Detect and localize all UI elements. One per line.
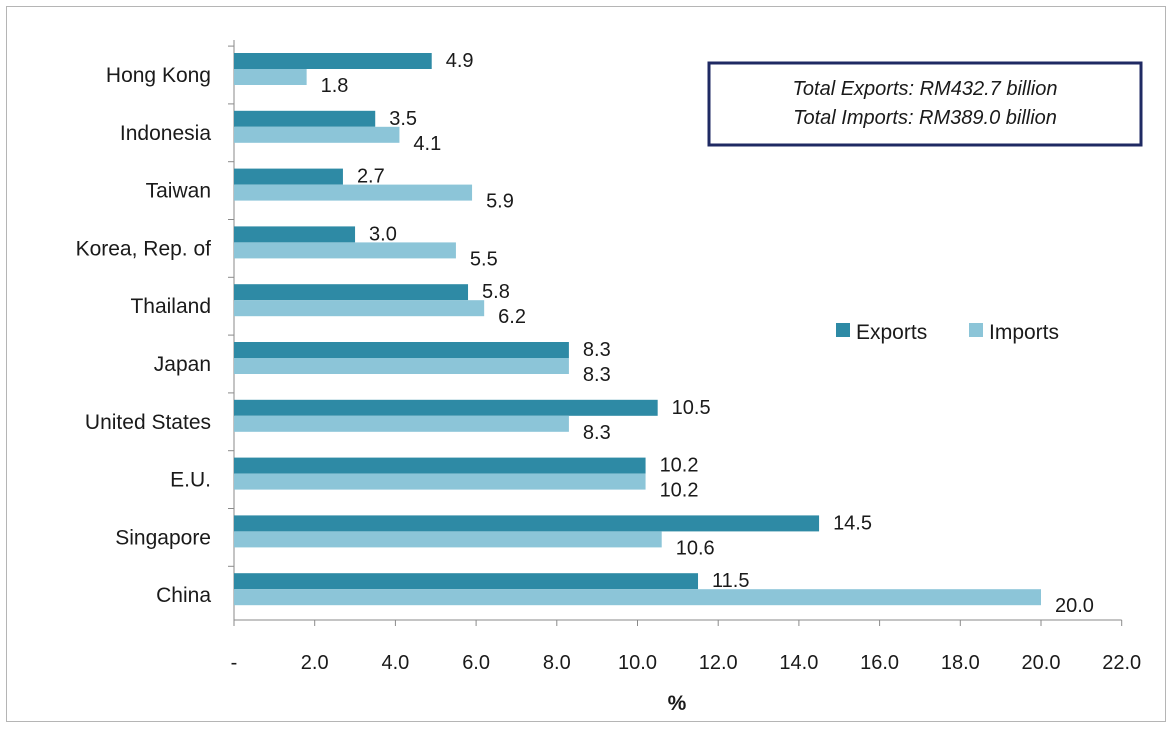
x-tick-label: 18.0 bbox=[941, 652, 980, 674]
data-label-imports: 8.3 bbox=[583, 422, 611, 444]
data-label-exports: 3.5 bbox=[389, 108, 417, 130]
category-label: Japan bbox=[154, 353, 211, 376]
bar-imports bbox=[234, 415, 569, 432]
x-tick-label: 8.0 bbox=[543, 652, 571, 674]
data-label-exports: 14.5 bbox=[833, 512, 872, 534]
data-label-exports: 8.3 bbox=[583, 339, 611, 361]
data-label-exports: 10.2 bbox=[660, 455, 699, 477]
x-tick-label: - bbox=[231, 652, 238, 674]
bar-exports bbox=[234, 515, 820, 532]
data-label-imports: 10.2 bbox=[660, 480, 699, 502]
x-tick-label: 20.0 bbox=[1022, 652, 1061, 674]
x-tick-label: 14.0 bbox=[779, 652, 818, 674]
bar-exports bbox=[234, 53, 432, 69]
data-label-exports: 2.7 bbox=[357, 166, 385, 188]
x-tick-label: 22.0 bbox=[1102, 652, 1141, 674]
category-label: Indonesia bbox=[120, 122, 211, 145]
data-label-imports: 10.6 bbox=[676, 537, 715, 559]
bar-exports bbox=[234, 226, 356, 243]
legend-label-imports: Imports bbox=[989, 321, 1059, 344]
category-label: China bbox=[156, 584, 211, 607]
category-label: Korea, Rep. of bbox=[76, 237, 212, 260]
legend-swatch-imports bbox=[969, 323, 983, 337]
category-label: Taiwan bbox=[146, 180, 211, 203]
data-label-imports: 5.9 bbox=[486, 191, 514, 213]
bar-exports bbox=[234, 342, 569, 358]
data-label-exports: 4.9 bbox=[446, 50, 474, 72]
data-label-imports: 4.1 bbox=[413, 133, 441, 155]
x-axis-title: % bbox=[668, 692, 687, 715]
bar-exports bbox=[234, 284, 469, 301]
data-label-imports: 5.5 bbox=[470, 248, 498, 270]
labels: Hong Kong Indonesia Taiwan Korea, Rep. of Th… bbox=[76, 50, 1094, 617]
data-label-imports: 6.2 bbox=[498, 306, 526, 328]
bar-imports bbox=[234, 589, 1041, 606]
bar-imports bbox=[234, 531, 662, 548]
x-tick-label: 6.0 bbox=[462, 652, 490, 674]
bar-exports bbox=[234, 399, 658, 416]
annotation-box: Total Exports: RM432.7 billion Total Imp… bbox=[707, 61, 1143, 147]
bar-imports bbox=[234, 358, 569, 374]
category-label: E.U. bbox=[170, 469, 211, 492]
bar-imports bbox=[234, 126, 400, 143]
bar-exports bbox=[234, 110, 376, 127]
category-label: Singapore bbox=[115, 526, 211, 549]
annotation-total-exports: Total Exports: RM432.7 billion bbox=[793, 78, 1058, 100]
bar-imports bbox=[234, 184, 473, 201]
bar-imports bbox=[234, 242, 456, 259]
data-label-exports: 11.5 bbox=[712, 570, 749, 592]
bar-imports bbox=[234, 473, 646, 490]
legend-label-exports: Exports bbox=[856, 321, 927, 344]
annotation-total-imports: Total Imports: RM389.0 billion bbox=[793, 107, 1057, 129]
legend: Exports Imports bbox=[836, 321, 1059, 344]
bar-exports bbox=[234, 573, 699, 590]
x-tick-label: 10.0 bbox=[618, 652, 657, 674]
bar-imports bbox=[234, 300, 485, 317]
legend-swatch-exports bbox=[836, 323, 850, 337]
data-label-exports: 5.8 bbox=[482, 281, 510, 303]
category-label: United States bbox=[85, 411, 211, 434]
data-label-imports: 20.0 bbox=[1055, 595, 1094, 617]
data-label-imports: 8.3 bbox=[583, 364, 611, 386]
bar-exports bbox=[234, 168, 343, 185]
bar-exports bbox=[234, 457, 646, 474]
annotation-border bbox=[707, 61, 1143, 147]
data-label-exports: 10.5 bbox=[672, 397, 711, 419]
bar-imports bbox=[234, 69, 307, 85]
x-tick-label: 2.0 bbox=[301, 652, 329, 674]
category-label: Thailand bbox=[130, 295, 211, 318]
data-label-exports: 3.0 bbox=[369, 223, 397, 245]
bars bbox=[234, 53, 1041, 606]
x-tick-label: 12.0 bbox=[699, 652, 738, 674]
x-tick-label: 16.0 bbox=[860, 652, 899, 674]
x-tick-label: 4.0 bbox=[381, 652, 409, 674]
category-label: Hong Kong bbox=[106, 64, 211, 87]
data-label-imports: 1.8 bbox=[321, 75, 349, 97]
